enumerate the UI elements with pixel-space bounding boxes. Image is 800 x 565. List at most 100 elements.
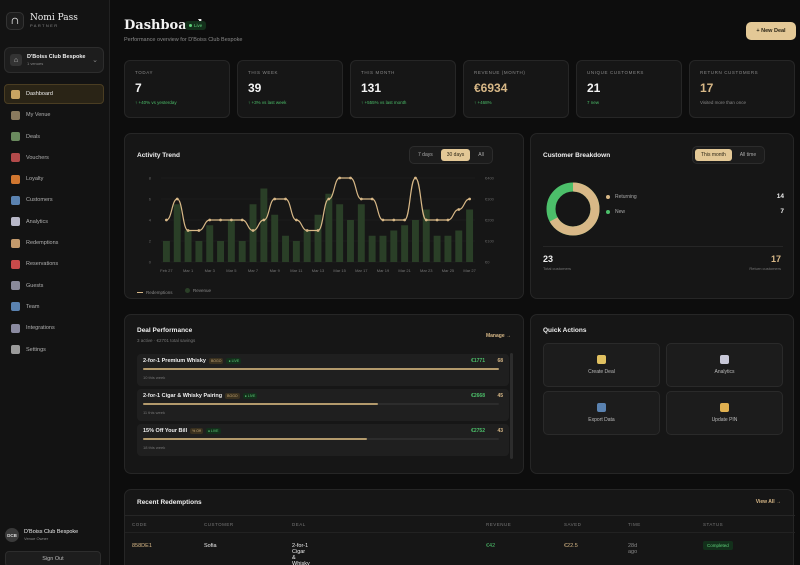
export-data-button[interactable]: Export Data — [543, 391, 660, 435]
stat-value: 7 — [135, 81, 142, 95]
act-30-days[interactable]: 30 days — [440, 149, 471, 161]
legend-revenue-label: Revenue — [192, 288, 211, 293]
sidebar-item-team[interactable]: Team — [4, 297, 104, 317]
sidebar-item-loyalty[interactable]: Loyalty — [4, 169, 104, 189]
customer-breakdown-title: Customer Breakdown — [543, 152, 611, 159]
sidebar-item-reservations[interactable]: Reservations — [4, 254, 104, 274]
act-7-days[interactable]: 7 days — [418, 152, 433, 158]
chart-icon — [11, 89, 20, 99]
bar-redemptions — [227, 220, 235, 262]
deal-name-group: 15% Off Your Bill% Off ● LIVE — [143, 428, 221, 434]
act-all[interactable]: All — [478, 152, 484, 158]
sidebar-item-deals[interactable]: Deals — [4, 127, 104, 147]
stat-card: UNIQUE CUSTOMERS 21 7 new — [576, 60, 682, 118]
point-revenue — [381, 218, 385, 222]
sidebar-item-label: Guests — [26, 282, 44, 289]
deal-type-badge: BOGO — [208, 358, 224, 364]
manage-link[interactable]: Manage → — [485, 333, 511, 339]
y-left-tick: 2 — [149, 239, 152, 244]
point-revenue — [435, 218, 439, 222]
sidebar-item-settings[interactable]: Settings — [4, 340, 104, 360]
donut-returning-segment — [546, 182, 600, 236]
deal-performance-sub: 3 active · €2701 total savings — [137, 338, 196, 343]
stats-row: TODAY 7 ↑ +40% vs yesterday THIS WEEK 39 ↑ +3… — [124, 60, 795, 118]
stat-card: RETURN CUSTOMERS 17 Visited more than once — [689, 60, 795, 118]
sidebar-item-my-venue[interactable]: My Venue — [4, 105, 104, 125]
deal-row[interactable]: 2-for-1 Premium Whisky BOGO ● LIVE €1771 68 1… — [137, 354, 509, 386]
point-revenue — [262, 218, 266, 222]
stat-delta: Visited more than once — [700, 100, 746, 105]
voucher-icon — [11, 153, 20, 163]
sidebar-item-redemptions[interactable]: Redemptions — [4, 233, 104, 253]
new-deal-button[interactable]: + New Deal — [746, 22, 796, 40]
sidebar-item-label: Deals — [26, 133, 41, 140]
deal-progress-bar — [143, 438, 368, 440]
analytics-button[interactable]: Analytics — [666, 343, 783, 387]
legend-swatch — [184, 288, 190, 293]
breakdown-value: 14 — [776, 193, 784, 200]
bar-redemptions — [455, 230, 463, 262]
cb-all-time[interactable]: All time — [739, 152, 757, 158]
cell-code[interactable]: 858DE1 — [132, 543, 152, 549]
point-revenue — [327, 197, 331, 201]
create-deal-icon — [597, 355, 606, 364]
breakdown-item: New 7 — [606, 208, 784, 224]
legend-dot — [606, 195, 610, 199]
deal-row[interactable]: 2-for-1 Cigar & Whisky Pairing BOGO ● LIVE… — [137, 389, 509, 421]
venue-name: D'Boiss Club Bespoke — [27, 54, 86, 60]
sidebar-item-vouchers[interactable]: Vouchers — [4, 148, 104, 168]
stat-label: THIS MONTH — [361, 70, 395, 75]
status-badge: Completed — [703, 541, 733, 550]
bar-redemptions — [390, 230, 398, 262]
sign-out-button[interactable]: Sign Out — [5, 551, 101, 565]
quick-actions-title: Quick Actions — [543, 327, 587, 334]
bar-redemptions — [422, 209, 430, 262]
breakdown-value: 7 — [780, 208, 784, 215]
bar-redemptions — [368, 235, 376, 262]
analytics-icon — [11, 217, 20, 227]
legend-redemptions: Redemptions — [137, 290, 173, 295]
column-header: TIME — [628, 522, 641, 527]
deal-performance-card: Deal Performance 3 active · €2701 total … — [124, 314, 524, 474]
bar-redemptions — [347, 220, 354, 262]
create-deal-button[interactable]: Create Deal — [543, 343, 660, 387]
deal-name-group: 2-for-1 Premium Whisky BOGO ● LIVE — [143, 358, 242, 364]
breakdown-label: Returning — [615, 194, 637, 200]
sidebar-item-integrations[interactable]: Integrations — [4, 318, 104, 338]
deal-list-scrollbar[interactable] — [510, 353, 513, 459]
deal-name: 2-for-1 Cigar & Whisky Pairing — [143, 393, 223, 399]
sidebar-item-dashboard[interactable]: Dashboard — [4, 84, 104, 104]
point-revenue — [305, 229, 309, 232]
recent-redemptions-title: Recent Redemptions — [137, 499, 202, 506]
sidebar-item-analytics[interactable]: Analytics — [4, 212, 104, 232]
x-tick: Mar 3 — [205, 268, 216, 273]
update-pin-button[interactable]: Update PIN — [666, 391, 783, 435]
customers-icon — [11, 195, 20, 205]
bar-redemptions — [325, 193, 333, 262]
quick-action-label: Analytics — [714, 369, 735, 375]
legend-revenue: Revenue — [184, 288, 211, 293]
sidebar-item-label: Loyalty — [26, 176, 44, 183]
activity-range-toggle: 7 days 30 days All — [409, 146, 493, 164]
user-profile[interactable]: DCB D'Boiss Club Bespoke Venue Owner — [5, 528, 78, 542]
brand[interactable]: ∩ Nomi Pass PARTNER — [6, 12, 78, 30]
y-left-tick: 0 — [149, 260, 152, 265]
bar-redemptions — [282, 235, 289, 262]
stat-value: €6934 — [474, 81, 508, 95]
y-right-tick: €0 — [485, 260, 490, 265]
cb-this-month[interactable]: This month — [695, 149, 732, 161]
sidebar-item-guests[interactable]: Guests — [4, 276, 104, 296]
y-left-tick: 4 — [149, 218, 152, 223]
stat-card: REVENUE (MONTH) €6934 ↑ +468% — [463, 60, 569, 118]
quick-actions-card: Quick Actions Create Deal Analytics Export… — [530, 314, 794, 474]
deal-row[interactable]: 15% Off Your Bill% Off ● LIVE €2752 43 18 th… — [137, 424, 509, 456]
user-role: Venue Owner — [24, 536, 49, 541]
view-all-link[interactable]: View All → — [755, 499, 781, 505]
point-revenue — [219, 218, 222, 222]
sidebar-item-customers[interactable]: Customers — [4, 190, 104, 210]
stat-delta: ↑ +40% vs yesterday — [135, 100, 177, 105]
point-revenue — [392, 218, 396, 222]
bar-redemptions — [206, 225, 214, 262]
venue-selector[interactable]: ⌂ D'Boiss Club Bespoke 1 venues ⌄ — [4, 47, 104, 73]
x-tick: Mar 17 — [355, 268, 368, 273]
